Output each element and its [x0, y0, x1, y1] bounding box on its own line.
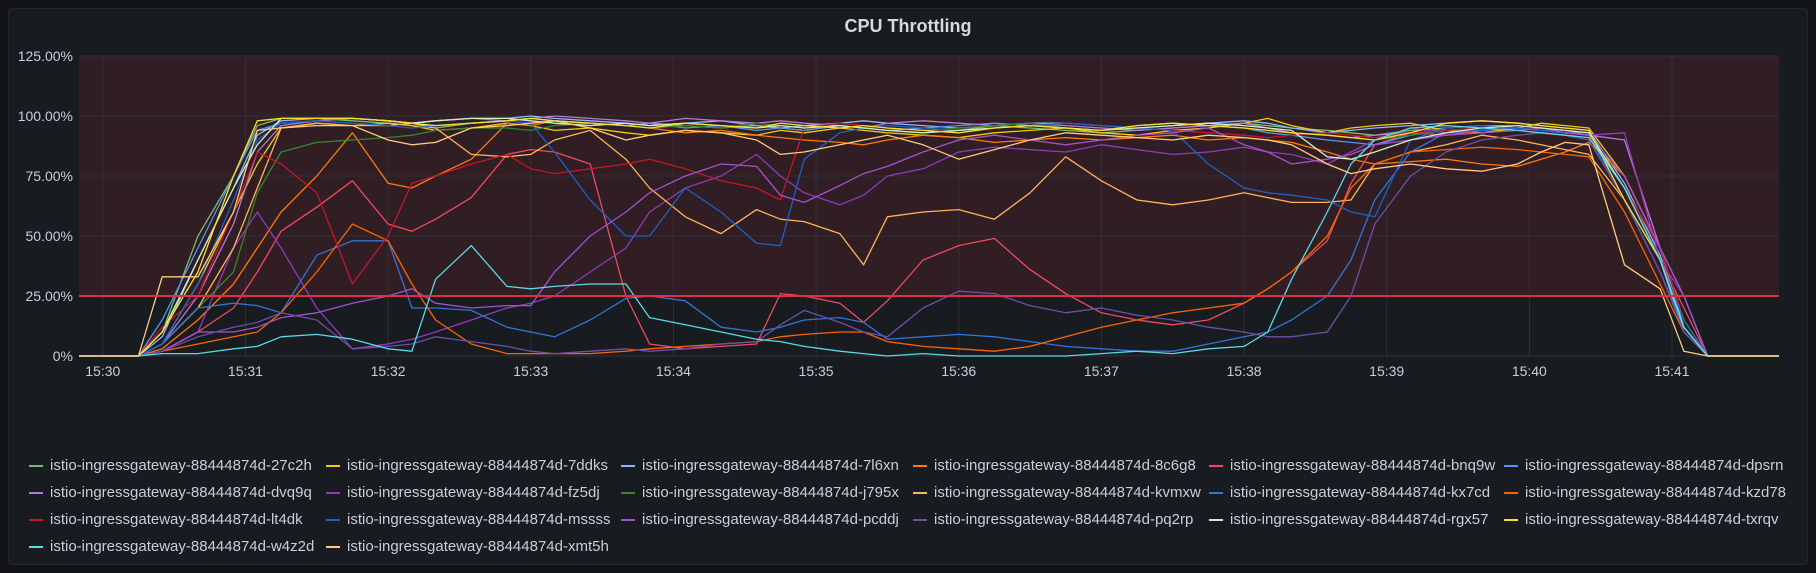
y-tick-label: 125.00% [18, 48, 73, 64]
legend-label: istio-ingressgateway-88444874d-rgx57 [1230, 511, 1489, 528]
y-tick-label: 50.00% [26, 228, 73, 244]
legend-swatch [913, 492, 927, 495]
series-line [79, 120, 1779, 357]
legend-label: istio-ingressgateway-88444874d-kzd78 [1525, 484, 1786, 501]
x-tick-label: 15:39 [1369, 363, 1404, 379]
legend-label: istio-ingressgateway-88444874d-8c6g8 [934, 457, 1196, 474]
x-tick-label: 15:40 [1512, 363, 1547, 379]
legend-label: istio-ingressgateway-88444874d-kx7cd [1230, 484, 1491, 501]
legend-item[interactable]: istio-ingressgateway-88444874d-kzd78 [1504, 484, 1786, 506]
series-line [79, 146, 1779, 357]
legend-swatch [326, 492, 340, 495]
legend-item[interactable]: istio-ingressgateway-88444874d-bnq9w [1209, 457, 1495, 479]
legend-label: istio-ingressgateway-88444874d-txrqv [1525, 511, 1779, 528]
y-tick-label: 75.00% [26, 168, 73, 184]
legend-label: istio-ingressgateway-88444874d-dvq9q [50, 484, 312, 501]
chart-panel: CPU Throttling 0% 25.00% 50.00% 75.00% 100.0… [8, 8, 1808, 565]
legend-label: istio-ingressgateway-88444874d-fz5dj [347, 484, 600, 501]
panel-title: CPU Throttling [844, 16, 972, 36]
legend-item[interactable]: istio-ingressgateway-88444874d-j795x [621, 484, 899, 506]
legend-label: istio-ingressgateway-88444874d-27c2h [50, 457, 312, 474]
legend-swatch [1504, 465, 1518, 468]
legend-item[interactable]: istio-ingressgateway-88444874d-mssss [326, 511, 610, 533]
legend-item[interactable]: istio-ingressgateway-88444874d-rgx57 [1209, 511, 1489, 533]
legend-item[interactable]: istio-ingressgateway-88444874d-dvq9q [29, 484, 312, 506]
x-tick-label: 15:31 [228, 363, 263, 379]
legend-swatch [29, 465, 43, 468]
series-line [79, 124, 1779, 357]
legend-label: istio-ingressgateway-88444874d-dpsrn [1525, 457, 1784, 474]
legend-item[interactable]: istio-ingressgateway-88444874d-pq2rp [913, 511, 1193, 533]
legend-label: istio-ingressgateway-88444874d-pcddj [642, 511, 899, 528]
x-tick-label: 15:33 [513, 363, 548, 379]
x-tick-label: 15:41 [1654, 363, 1689, 379]
legend-label: istio-ingressgateway-88444874d-j795x [642, 484, 899, 501]
legend-item[interactable]: istio-ingressgateway-88444874d-pcddj [621, 511, 899, 533]
legend-swatch [1209, 519, 1223, 522]
legend-item[interactable]: istio-ingressgateway-88444874d-dpsrn [1504, 457, 1784, 479]
legend-label: istio-ingressgateway-88444874d-mssss [347, 511, 611, 528]
legend-label: istio-ingressgateway-88444874d-pq2rp [934, 511, 1194, 528]
y-tick-label: 100.00% [18, 108, 73, 124]
legend-label: istio-ingressgateway-88444874d-w4z2d [50, 538, 315, 555]
legend-item[interactable]: istio-ingressgateway-88444874d-fz5dj [326, 484, 600, 506]
legend-swatch [621, 492, 635, 495]
line-chart[interactable]: 0% 25.00% 50.00% 75.00% 100.00% 125.00% 15:30 1… [9, 9, 1809, 449]
legend-item[interactable]: istio-ingressgateway-88444874d-lt4dk [29, 511, 303, 533]
legend-swatch [1209, 492, 1223, 495]
legend-item[interactable]: istio-ingressgateway-88444874d-w4z2d [29, 538, 314, 560]
series-line [79, 127, 1779, 357]
legend-item[interactable]: istio-ingressgateway-88444874d-kx7cd [1209, 484, 1490, 506]
y-tick-label: 25.00% [26, 288, 73, 304]
series-line [79, 117, 1779, 357]
legend-label: istio-ingressgateway-88444874d-xmt5h [347, 538, 609, 555]
x-tick-label: 15:37 [1084, 363, 1119, 379]
x-tick-label: 15:34 [656, 363, 691, 379]
legend-swatch [326, 546, 340, 549]
legend-swatch [621, 465, 635, 468]
legend-swatch [1504, 519, 1518, 522]
legend-swatch [326, 465, 340, 468]
legend-swatch [326, 519, 340, 522]
legend-swatch [29, 492, 43, 495]
legend-label: istio-ingressgateway-88444874d-lt4dk [50, 511, 303, 528]
x-tick-label: 15:36 [941, 363, 976, 379]
y-tick-label: 0% [53, 348, 73, 364]
legend-swatch [1209, 465, 1223, 468]
legend-item[interactable]: istio-ingressgateway-88444874d-8c6g8 [913, 457, 1196, 479]
series-line [79, 120, 1779, 357]
legend-item[interactable]: istio-ingressgateway-88444874d-7l6xn [621, 457, 899, 479]
legend-swatch [913, 519, 927, 522]
legend-label: istio-ingressgateway-88444874d-7ddks [347, 457, 608, 474]
legend-label: istio-ingressgateway-88444874d-7l6xn [642, 457, 899, 474]
x-tick-label: 15:35 [799, 363, 834, 379]
legend-swatch [29, 519, 43, 522]
legend-item[interactable]: istio-ingressgateway-88444874d-txrqv [1504, 511, 1778, 533]
x-tick-label: 15:38 [1227, 363, 1262, 379]
x-tick-label: 15:32 [371, 363, 406, 379]
legend-label: istio-ingressgateway-88444874d-kvmxw [934, 484, 1201, 501]
series-line [79, 122, 1779, 357]
legend-label: istio-ingressgateway-88444874d-bnq9w [1230, 457, 1496, 474]
legend-item[interactable]: istio-ingressgateway-88444874d-27c2h [29, 457, 312, 479]
legend-item[interactable]: istio-ingressgateway-88444874d-7ddks [326, 457, 608, 479]
series-line [79, 127, 1779, 357]
legend-item[interactable]: istio-ingressgateway-88444874d-kvmxw [913, 484, 1201, 506]
legend-swatch [913, 465, 927, 468]
legend-swatch [29, 546, 43, 549]
legend-swatch [621, 519, 635, 522]
x-tick-label: 15:30 [85, 363, 120, 379]
series-line [79, 120, 1779, 357]
legend-swatch [1504, 492, 1518, 495]
legend-item[interactable]: istio-ingressgateway-88444874d-xmt5h [326, 538, 609, 560]
series-line [79, 132, 1779, 357]
